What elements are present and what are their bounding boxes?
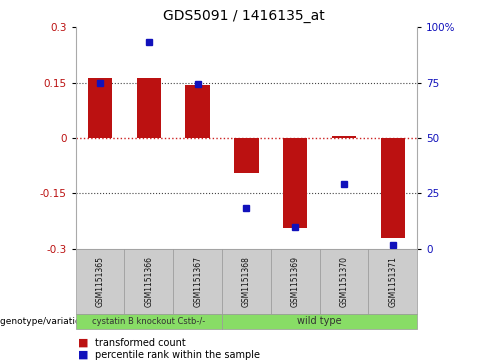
Text: GSM1151365: GSM1151365 — [96, 256, 104, 307]
Text: genotype/variation ▶: genotype/variation ▶ — [0, 317, 96, 326]
Text: percentile rank within the sample: percentile rank within the sample — [95, 350, 260, 360]
Text: GSM1151371: GSM1151371 — [388, 256, 397, 307]
Text: GSM1151366: GSM1151366 — [144, 256, 153, 307]
Bar — [88, 78, 112, 138]
Bar — [185, 85, 210, 138]
Bar — [283, 138, 307, 228]
Text: GSM1151370: GSM1151370 — [340, 256, 348, 307]
Text: ■: ■ — [78, 338, 89, 348]
Text: GDS5091 / 1416135_at: GDS5091 / 1416135_at — [163, 9, 325, 23]
Text: GSM1151368: GSM1151368 — [242, 256, 251, 307]
Bar — [332, 136, 356, 138]
Bar — [381, 138, 405, 238]
Text: transformed count: transformed count — [95, 338, 186, 348]
Text: ■: ■ — [78, 350, 89, 360]
Text: GSM1151367: GSM1151367 — [193, 256, 202, 307]
Text: GSM1151369: GSM1151369 — [291, 256, 300, 307]
Text: cystatin B knockout Cstb-/-: cystatin B knockout Cstb-/- — [92, 317, 205, 326]
Text: wild type: wild type — [297, 316, 342, 326]
Bar — [234, 138, 259, 173]
Bar — [137, 78, 161, 138]
